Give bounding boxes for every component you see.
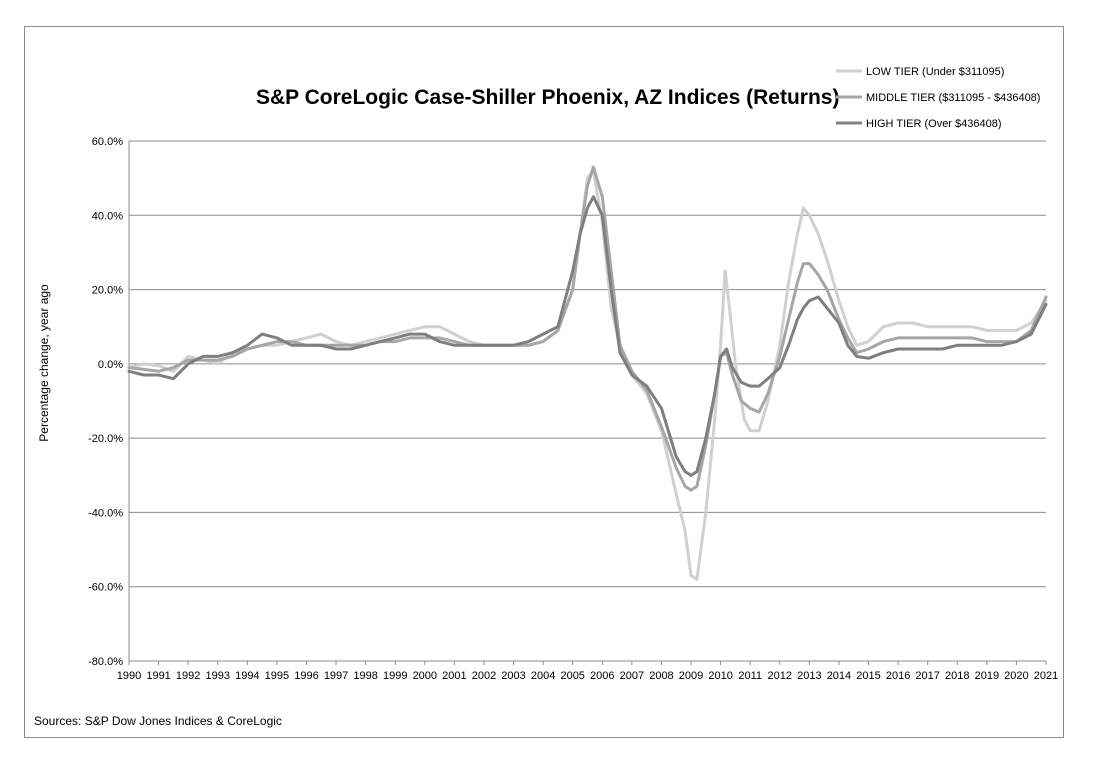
x-tick-label: 1990 bbox=[117, 670, 141, 682]
x-tick-label: 1994 bbox=[235, 670, 259, 682]
chart: S&P CoreLogic Case-Shiller Phoenix, AZ I… bbox=[34, 66, 1058, 728]
series-lines bbox=[127, 165, 1048, 581]
y-tick-label: -40.0% bbox=[88, 507, 123, 519]
legend-label: MIDDLE TIER ($311095 - $436408) bbox=[866, 92, 1040, 104]
y-tick-label: -60.0% bbox=[88, 582, 123, 594]
series-line-2 bbox=[127, 195, 1048, 477]
x-tick-label: 1997 bbox=[324, 670, 348, 682]
chart-title: S&P CoreLogic Case-Shiller Phoenix, AZ I… bbox=[256, 86, 839, 109]
x-tick-label: 2016 bbox=[886, 670, 910, 682]
x-tick-label: 2008 bbox=[649, 670, 673, 682]
x-tick-label: 2001 bbox=[442, 670, 466, 682]
x-tick-label: 2019 bbox=[975, 670, 999, 682]
x-tick-label: 2017 bbox=[915, 670, 939, 682]
x-tick-label: 2003 bbox=[501, 670, 525, 682]
x-tick-label: 2011 bbox=[738, 670, 762, 682]
gridlines bbox=[128, 140, 1046, 662]
chart-frame: S&P CoreLogic Case-Shiller Phoenix, AZ I… bbox=[24, 26, 1064, 738]
x-tick-label: 2010 bbox=[708, 670, 732, 682]
legend: LOW TIER (Under $311095) MIDDLE TIER ($31… bbox=[836, 66, 1040, 130]
y-axis-ticks: 60.0% 40.0% 20.0% 0.0% -20.0% -40.0% -60.0% -80… bbox=[88, 136, 123, 668]
y-axis-label: Percentage change, year ago bbox=[37, 284, 51, 442]
legend-label: HIGH TIER (Over $436408) bbox=[866, 118, 1002, 130]
x-tick-label: 2005 bbox=[560, 670, 584, 682]
series-line-0 bbox=[127, 169, 1048, 581]
x-tick-label: 1996 bbox=[294, 670, 318, 682]
x-tick-label: 2021 bbox=[1034, 670, 1058, 682]
x-tick-label: 2018 bbox=[945, 670, 969, 682]
x-tick-label: 1993 bbox=[205, 670, 229, 682]
x-tick-label: 2013 bbox=[797, 670, 821, 682]
x-tick-label: 1991 bbox=[146, 670, 170, 682]
x-tick-label: 2002 bbox=[472, 670, 496, 682]
x-tick-label: 1998 bbox=[353, 670, 377, 682]
x-tick-label: 2020 bbox=[1004, 670, 1028, 682]
x-axis-ticks: 1990 1991 1992 1993 1994 1995 1996 1997 1998 1999… bbox=[117, 661, 1058, 682]
x-tick-label: 2009 bbox=[679, 670, 703, 682]
x-tick-label: 2006 bbox=[590, 670, 614, 682]
x-tick-label: 2015 bbox=[856, 670, 880, 682]
source-note: Sources: S&P Dow Jones Indices & CoreLog… bbox=[34, 714, 282, 728]
x-tick-label: 2004 bbox=[531, 670, 555, 682]
x-tick-label: 2007 bbox=[620, 670, 644, 682]
y-tick-label: 40.0% bbox=[92, 210, 123, 222]
x-tick-label: 2012 bbox=[768, 670, 792, 682]
x-tick-label: 2014 bbox=[827, 670, 851, 682]
y-tick-label: -20.0% bbox=[88, 433, 123, 445]
y-tick-label: 60.0% bbox=[92, 136, 123, 148]
x-tick-label: 2000 bbox=[413, 670, 437, 682]
y-tick-label: -80.0% bbox=[88, 656, 123, 668]
legend-label: LOW TIER (Under $311095) bbox=[866, 66, 1004, 78]
x-tick-label: 1992 bbox=[176, 670, 200, 682]
y-tick-label: 0.0% bbox=[98, 359, 123, 371]
y-tick-label: 20.0% bbox=[92, 285, 123, 297]
x-tick-label: 1999 bbox=[383, 670, 407, 682]
x-tick-label: 1995 bbox=[265, 670, 289, 682]
